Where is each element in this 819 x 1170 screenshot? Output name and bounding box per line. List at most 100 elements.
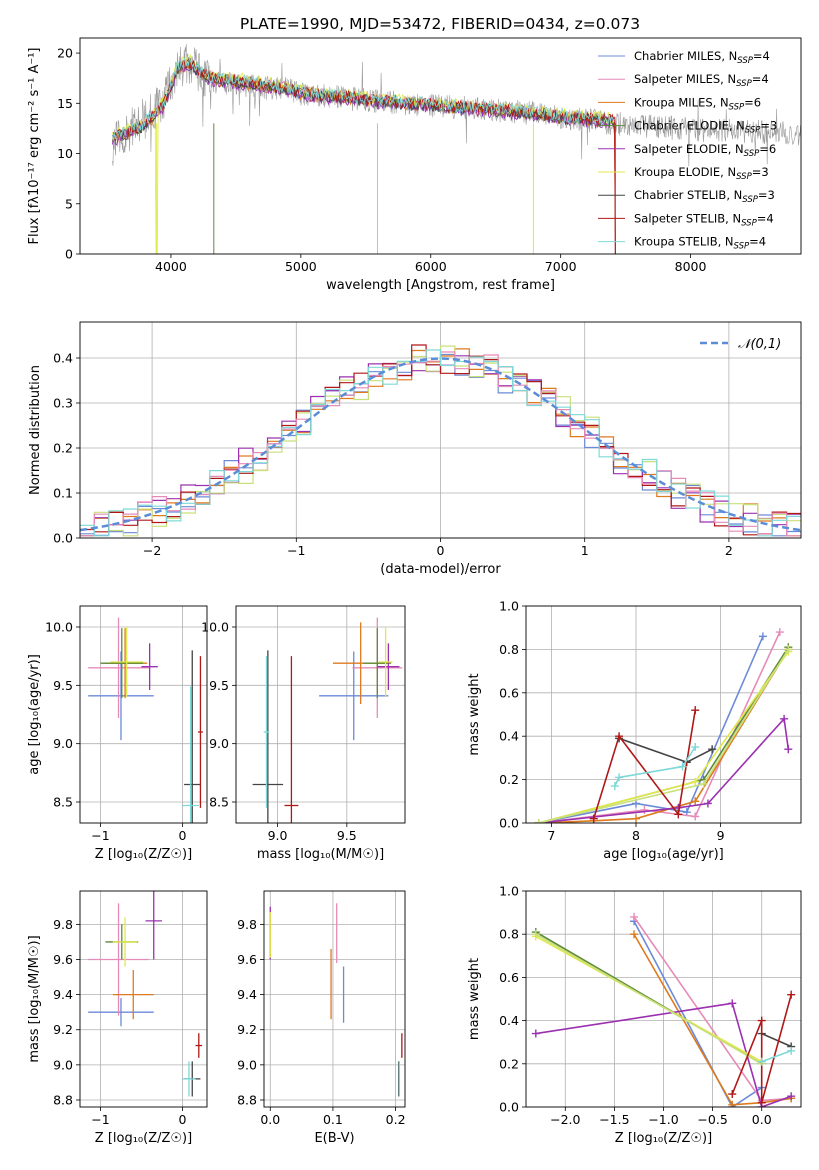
legend-label: Salpeter STELIB, NSSP=4	[634, 211, 774, 228]
weight-series-9	[610, 743, 700, 791]
weight-marker	[691, 812, 700, 821]
axes-frame	[79, 605, 208, 824]
errorbar-point-1	[88, 617, 149, 718]
y-axis-label: Normed distribution	[28, 365, 43, 495]
tick-label-y: 0.4	[499, 729, 519, 744]
tick-label-x: 9.0	[268, 828, 288, 843]
tick-label-y: 9.0	[209, 736, 229, 751]
weight-marker	[630, 912, 639, 921]
errorbar-point-7	[197, 656, 203, 808]
errorbar-point-0	[319, 651, 389, 741]
tick-label-x: −2	[143, 543, 161, 558]
tick-label-y: 20	[57, 46, 73, 61]
weight-marker	[615, 732, 624, 741]
errorbar-point-6	[252, 650, 284, 823]
weight-marker	[632, 814, 640, 823]
weight-line	[761, 1050, 792, 1063]
weight-series-5	[534, 647, 793, 823]
axes-weight-vs-Z: −2.0 −1.5 −1.0 −0.5 0.0 0.0 0.2 0.4 0.6 0.8 1.0 Z […	[467, 884, 802, 1146]
tick-label-y: 9.8	[53, 917, 73, 932]
axes-age-vs-Z: −1 0 8.5 9.0 9.5 10.0 Z [log₁₀(Z/Z☉)] age [log₁…	[27, 605, 208, 862]
axes-frame	[79, 321, 802, 539]
tick-label-y: 9.6	[237, 952, 257, 967]
tick-label-y: 0.3	[53, 396, 73, 411]
weight-line	[535, 933, 763, 1065]
errorbar-point-3	[363, 628, 392, 699]
legend-spectrum: Chabrier MILES, NSSP=4 Salpeter MILES, NS…	[598, 49, 777, 252]
tick-label-y: 1.0	[499, 599, 519, 614]
errorbar-point-7	[284, 656, 299, 823]
errorbar-point-6	[184, 650, 201, 823]
weight-marker	[589, 814, 598, 823]
tick-label-y: 0	[65, 247, 73, 262]
tick-label-x: 8	[632, 828, 640, 843]
tick-label-y: 10.0	[201, 620, 229, 635]
errorbar-point-4	[141, 643, 158, 690]
model-line-7	[112, 57, 616, 254]
weight-line	[614, 746, 696, 787]
tick-label-y: 9.4	[53, 987, 73, 1002]
y-axis-label: mass weight	[467, 958, 482, 1040]
weight-marker	[610, 782, 619, 791]
weight-marker	[787, 1092, 796, 1101]
weight-marker	[757, 1057, 766, 1066]
plot-area-spectrum	[112, 44, 801, 254]
weight-line	[618, 737, 713, 764]
weight-marker	[630, 930, 639, 939]
legend-label: 𝒩(0,1)	[738, 337, 781, 352]
tick-label-y: 0.1	[53, 486, 73, 501]
figure-title: PLATE=1990, MJD=53472, FIBERID=0434, z=0…	[240, 15, 640, 33]
plot-area-mass-vs-EBV	[269, 903, 403, 1097]
plot-area-age-vs-Z	[88, 617, 203, 823]
weight-marker	[691, 777, 700, 786]
legend-label: Salpeter MILES, NSSP=4	[634, 72, 769, 89]
weight-line	[761, 1032, 792, 1048]
axes-residuals: −2 −1 0 1 2 0.0 0.1 0.2 0.3 0.4 (data-model)/error…	[28, 321, 802, 577]
axes-age-vs-mass: 9.0 9.5 8.5 9.0 9.5 10.0 mass [log₁₀(M/M☉)]	[201, 605, 406, 862]
errorbar-point-8	[182, 1061, 196, 1097]
x-axis-label: age [log₁₀(age/yr)]	[603, 847, 724, 862]
tick-label-x: 5000	[285, 259, 317, 274]
axes-frame	[235, 605, 406, 824]
y-axis-label: mass [log₁₀(M/M☉)]	[27, 935, 42, 1062]
tick-label-x: 0.2	[386, 1112, 406, 1127]
y-axis-label: mass weight	[467, 673, 482, 755]
axes-frame	[79, 890, 208, 1108]
grid-mass-vs-Z	[80, 891, 207, 1107]
tick-label-y: 0.4	[499, 1013, 519, 1028]
tick-label-x: 1	[581, 543, 589, 558]
legend-label: Chabrier STELIB, NSSP=3	[634, 188, 775, 205]
tick-label-x: −1	[91, 1112, 109, 1127]
tick-label-y: 0.6	[499, 970, 519, 985]
axes-spectrum: 4000 5000 6000 7000 8000 0 5 10 15 20 wavelength […	[27, 37, 802, 293]
axes-frame	[263, 890, 406, 1108]
plot-area-weight-vs-Z	[531, 912, 796, 1107]
plot-area-mass-vs-Z	[88, 891, 203, 1097]
plot-area-age-vs-mass	[252, 617, 403, 823]
tick-label-x: 0	[178, 1112, 186, 1127]
errorbar-point-8	[263, 656, 270, 808]
tick-label-y: 9.6	[53, 952, 73, 967]
errorbar-point-4	[377, 643, 400, 690]
tick-label-y: 0.0	[499, 1100, 519, 1115]
weight-series-6	[534, 645, 793, 823]
x-axis-label: Z [log₁₀(Z/Z☉)]	[615, 1131, 712, 1146]
errorbar-point-0	[88, 651, 154, 741]
tick-label-x: 9	[717, 828, 725, 843]
axes-frame	[79, 37, 802, 255]
x-axis-label: (data-model)/error	[380, 562, 501, 577]
plot-area-residuals	[80, 344, 801, 537]
weight-series-8	[589, 706, 700, 823]
weight-marker	[703, 799, 712, 808]
model-line-2	[112, 59, 616, 254]
axes-frame	[525, 890, 802, 1108]
tick-label-y: 8.8	[53, 1092, 73, 1107]
legend-label: Kroupa ELODIE, NSSP=3	[634, 165, 769, 182]
model-line-6	[112, 59, 615, 142]
weight-marker	[674, 810, 683, 819]
errorbar-point-8	[182, 686, 199, 823]
tick-label-y: 9.0	[53, 736, 73, 751]
weight-marker	[780, 714, 789, 723]
tick-label-x: −0.5	[697, 1112, 727, 1127]
